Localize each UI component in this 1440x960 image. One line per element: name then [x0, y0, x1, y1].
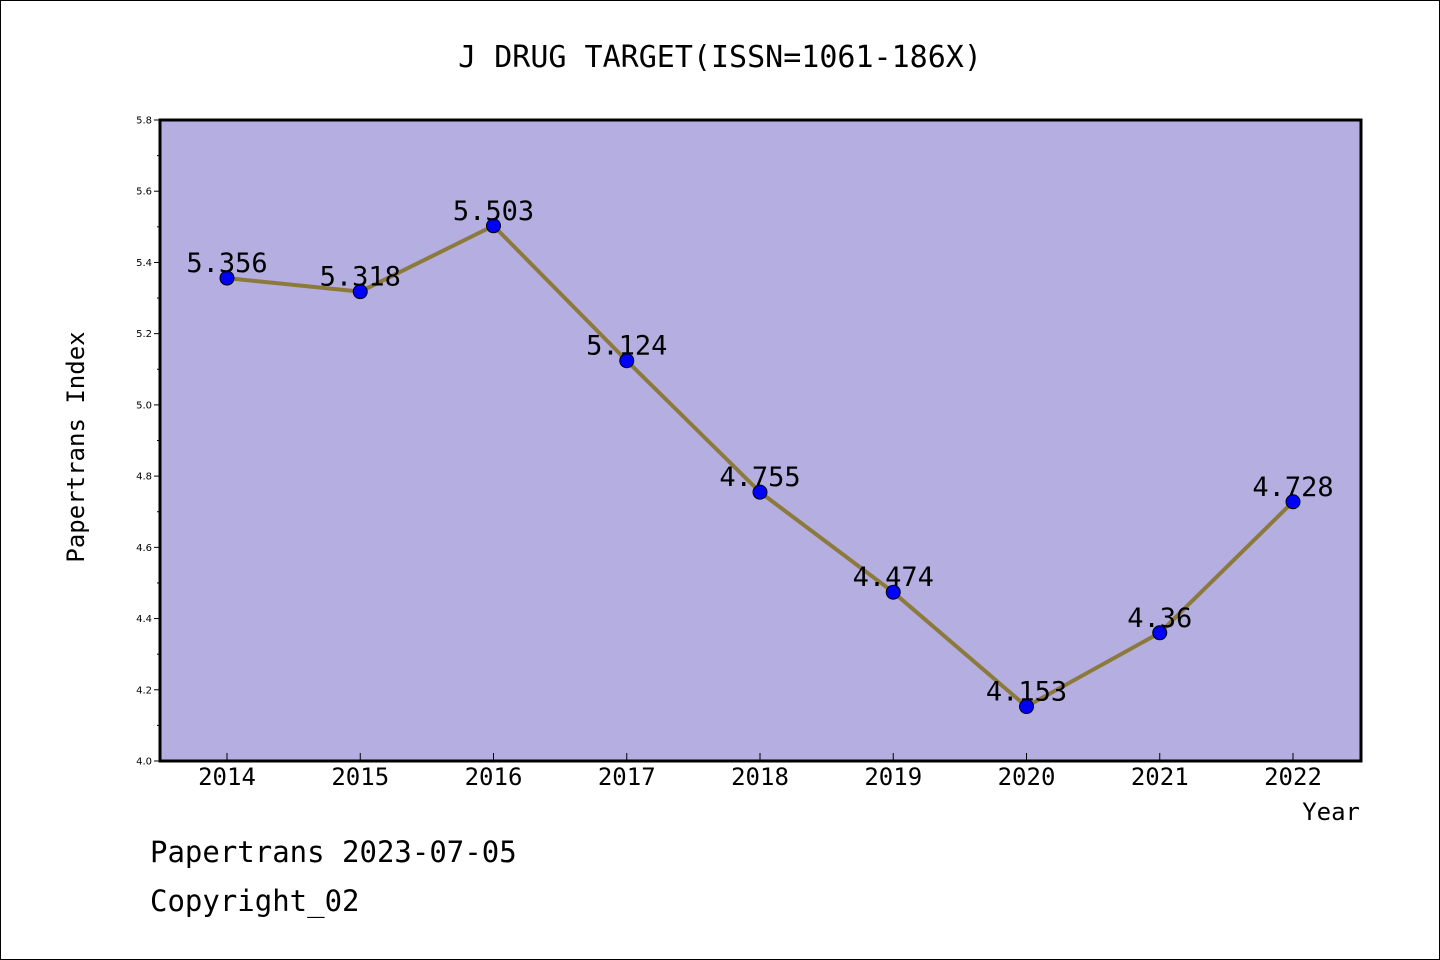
y-tick-label: 5.6: [136, 187, 152, 198]
data-label: 4.474: [853, 562, 934, 593]
data-point: [752, 484, 768, 500]
data-label: 4.153: [986, 677, 1067, 708]
data-label: 4.755: [719, 462, 800, 493]
y-tick-label: 5.0: [136, 400, 152, 411]
x-tick-label: 2014: [198, 763, 256, 791]
x-tick-label: 2019: [864, 763, 922, 791]
data-point: [885, 584, 901, 600]
y-axis-label: Papertrans Index: [62, 331, 90, 562]
footer-copyright: Copyright_02: [150, 884, 360, 918]
data-label: 5.503: [453, 196, 534, 227]
x-tick-label: 2015: [331, 763, 389, 791]
data-label: 4.36: [1127, 603, 1192, 634]
chart-title: J DRUG TARGET(ISSN=1061-186X): [458, 40, 982, 75]
series-group: 5.356 5.318 5.503 5.124 4.755 4.474 4.153 4.36 4…: [186, 196, 1334, 715]
data-point: [619, 353, 635, 369]
data-point: [1285, 494, 1301, 510]
data-point: [486, 218, 501, 234]
x-tick-label: 2016: [465, 763, 523, 791]
data-label: 5.356: [186, 248, 267, 279]
data-label: 5.318: [320, 262, 401, 293]
data-point: [1019, 699, 1034, 715]
footer-date: Papertrans 2023-07-05: [150, 835, 517, 869]
data-label: 4.728: [1252, 472, 1333, 503]
y-tick-label: 4.8: [136, 472, 152, 483]
x-tick-label: 2020: [998, 763, 1056, 791]
x-tick-label: 2018: [731, 763, 789, 791]
y-tick-label: 5.2: [136, 329, 152, 340]
plot-area: [158, 118, 1363, 763]
data-point: [1152, 625, 1168, 641]
x-axis-label: Year: [1302, 798, 1360, 826]
x-tick-label: 2017: [598, 763, 656, 791]
x-axis: 2014 2015 2016 2017 2018 2019 2020 2021 2022: [198, 753, 1322, 791]
y-tick-label: 4.6: [136, 543, 152, 554]
y-tick-label: 4.0: [136, 757, 152, 768]
x-tick-label: 2022: [1264, 763, 1322, 791]
y-tick-label: 4.4: [136, 614, 152, 625]
y-tick-label: 5.4: [136, 258, 152, 269]
y-tick-label: 5.8: [136, 116, 152, 127]
y-axis: 4.0 4.2 4.4 4.6 4.8 5.0 5.2 5.4 5.6 5.8: [136, 116, 160, 768]
data-point: [219, 270, 235, 286]
data-point: [352, 284, 368, 300]
x-tick-label: 2021: [1131, 763, 1189, 791]
data-label: 5.124: [586, 331, 667, 362]
y-tick-label: 4.2: [136, 685, 152, 696]
